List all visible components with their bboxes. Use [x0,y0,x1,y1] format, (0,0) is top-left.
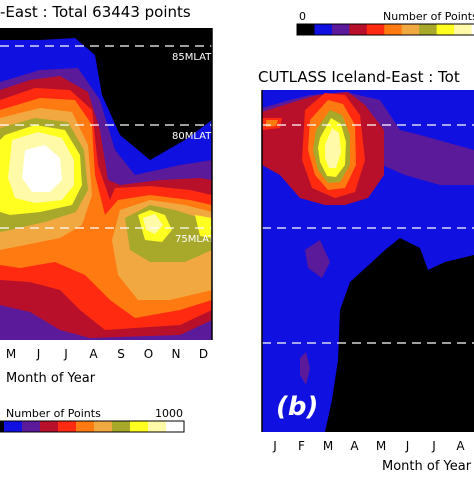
panel-a-x-tick: A [89,347,98,361]
panel-a-x-tick: M [6,347,16,361]
panel-b-xlabel: Month of Year [382,459,472,474]
lat-label-75: 75MLAT [175,234,215,245]
panel-b-colorbar-cell [331,24,350,35]
panel-b-colorbar [296,23,474,36]
panel-a-colorbar-cell [94,421,113,432]
heat-band-10 [22,145,62,192]
heat-b-band-8 [325,128,341,168]
panel-a-x-tick: D [199,347,208,361]
lat-label-85: 85MLAT [172,52,212,63]
panel-b-colorbar-cell [436,24,455,35]
panel-b-title: CUTLASS Iceland-East : Tot [258,68,460,86]
lat-label-80: 80MLAT [172,131,212,142]
panel-b-colorbar-cell [366,24,385,35]
panel-a-x-tick: J [63,347,68,361]
panel-b-colorbar-cell [401,24,420,35]
panel-b-colorbar-cell [314,24,333,35]
panel-b-x-tick: A [350,439,359,453]
panel-b-colorbar-frame [296,23,474,36]
panel-a-x-tick: S [117,347,125,361]
panel-b-colorbar-cell [349,24,368,35]
panel-b-colorbar-cell [297,24,315,35]
panel-b-colorbar-cell [419,24,438,35]
panel-b-colorbar-cell [384,24,403,35]
panel-a-colorbar-max: 1000 [155,407,183,420]
panel-a-heatmap [0,28,212,340]
panel-a-lat-lines [0,45,212,229]
panel-b-colorbar-min: 0 [299,10,306,23]
panel-b-x-tick: J [272,439,277,453]
heat-b-band-9 [300,352,310,385]
panel-a-colorbar-label: Number of Points [6,407,101,420]
panel-b-colorbar-cell [454,24,473,35]
panel-a-x-tick: O [144,347,153,361]
panel-b-colorbar-cell [471,24,474,35]
panel-a-colorbar-cell [4,421,23,432]
panel-b-label: (b) [276,392,318,422]
panel-a-colorbar [0,420,185,433]
panel-b-lat-lines [262,124,474,344]
panel-a-colorbar-cell [58,421,77,432]
panel-b-x-tick: M [323,439,333,453]
panel-b-x-tick: M [376,439,386,453]
panel-b-x-tick: J [405,439,410,453]
panel-a-x-tick: J [36,347,41,361]
panel-b-colorbar-label: Number of Points [383,10,474,23]
panel-a-colorbar-cell [76,421,95,432]
panel-a-xlabel: Month of Year [6,371,96,386]
panel-a-colorbar-cell [0,421,5,432]
panel-b-x-tick: A [456,439,465,453]
panel-a-colorbar-cell [22,421,41,432]
panel-b-heatmap [262,90,474,432]
panel-a-colorbar-cell [112,421,131,432]
panel-a-colorbar-cell [40,421,59,432]
panel-a-colorbar-frame [0,420,185,433]
panel-b-x-tick: J [431,439,436,453]
panel-a-colorbar-cell [130,421,149,432]
panel-a-colorbar-cell [166,421,185,432]
panel-a-x-tick: N [172,347,181,361]
panel-a-title: -East : Total 63443 points [0,3,191,21]
panel-b-x-tick: F [298,439,305,453]
panel-a-colorbar-cell [148,421,167,432]
